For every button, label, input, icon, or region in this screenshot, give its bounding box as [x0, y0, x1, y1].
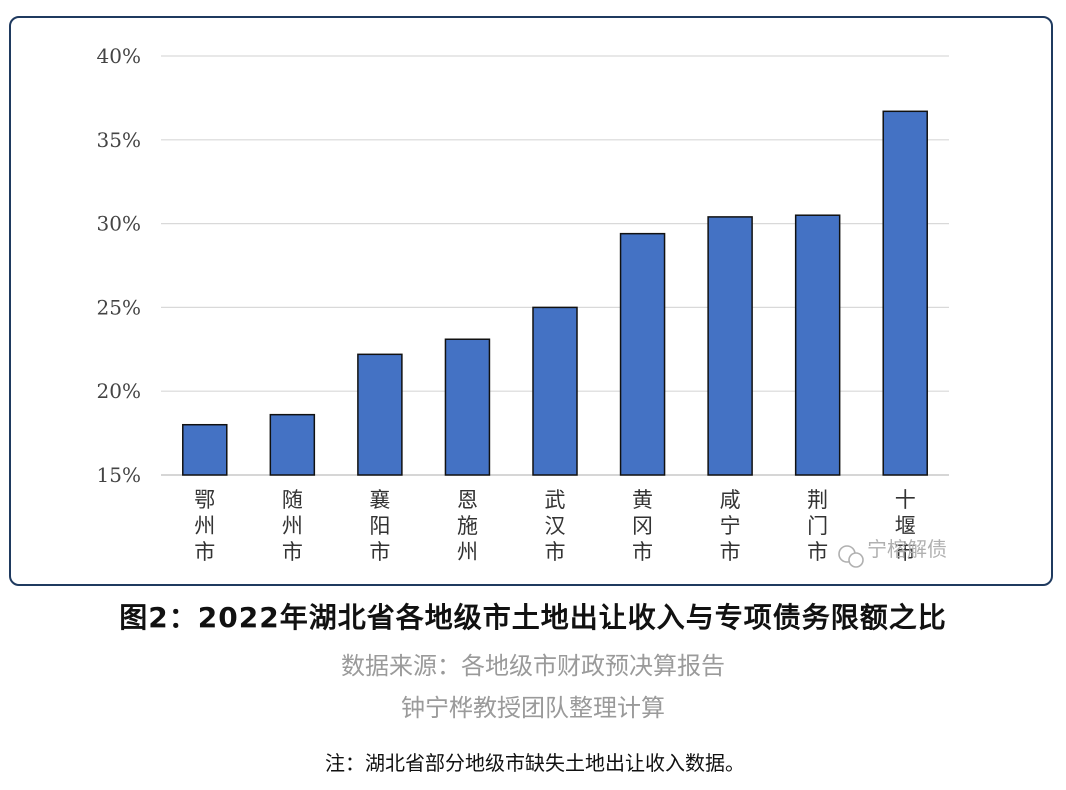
bar-chart: 15% 20% 25% 30% 35% 40% 鄂州市 随州市 襄阳市 恩施州 武汉市 黄冈市 咸宁市…	[97, 44, 949, 568]
x-tick-label: 武汉市	[545, 488, 566, 564]
footnote: 注：湖北省部分地级市缺失土地出让收入数据。	[325, 751, 745, 775]
x-tick-label: 随州市	[282, 488, 303, 564]
y-tick-label: 40%	[97, 44, 141, 68]
wechat-icon	[838, 545, 864, 568]
y-tick-label: 20%	[97, 379, 141, 403]
x-tick-label: 咸宁市	[720, 488, 741, 564]
x-tick-label: 恩施州	[457, 488, 478, 564]
bar-8	[794, 214, 841, 476]
x-tick-label: 鄂州市	[194, 488, 215, 564]
y-tick-label: 25%	[97, 295, 141, 319]
chart-frame: 15% 20% 25% 30% 35% 40% 鄂州市 随州市 襄阳市 恩施州 武汉市 黄冈市 咸宁市…	[9, 16, 1053, 586]
bar-1	[182, 423, 228, 476]
y-tick-label: 15%	[97, 463, 141, 487]
x-tick-label: 十堰市	[895, 488, 916, 564]
bar-2	[269, 413, 316, 476]
x-tick-label: 襄阳市	[369, 488, 390, 564]
bars	[182, 110, 928, 476]
bar-5	[532, 306, 578, 476]
x-tick-label: 荆门市	[807, 488, 828, 564]
bar-7	[707, 216, 753, 476]
bar-4	[444, 338, 491, 476]
bar-3	[357, 353, 403, 476]
y-tick-label: 30%	[97, 212, 141, 236]
watermark-text: 宁榕解债	[867, 537, 947, 561]
y-axis-ticks: 15% 20% 25% 30% 35% 40%	[97, 44, 141, 487]
x-axis-labels: 鄂州市 随州市 襄阳市 恩施州 武汉市 黄冈市 咸宁市 荆门市 十堰市	[194, 488, 915, 564]
bar-9	[882, 110, 928, 476]
watermark: 宁榕解债	[838, 537, 947, 568]
author-credit: 钟宁桦教授团队整理计算	[401, 694, 665, 722]
data-source: 数据来源：各地级市财政预决算报告	[341, 652, 725, 680]
x-tick-label: 黄冈市	[632, 488, 653, 564]
figure-title: 图2：2022年湖北省各地级市土地出让收入与专项债务限额之比	[119, 601, 947, 634]
y-tick-label: 35%	[97, 128, 141, 152]
bar-6	[619, 232, 666, 476]
